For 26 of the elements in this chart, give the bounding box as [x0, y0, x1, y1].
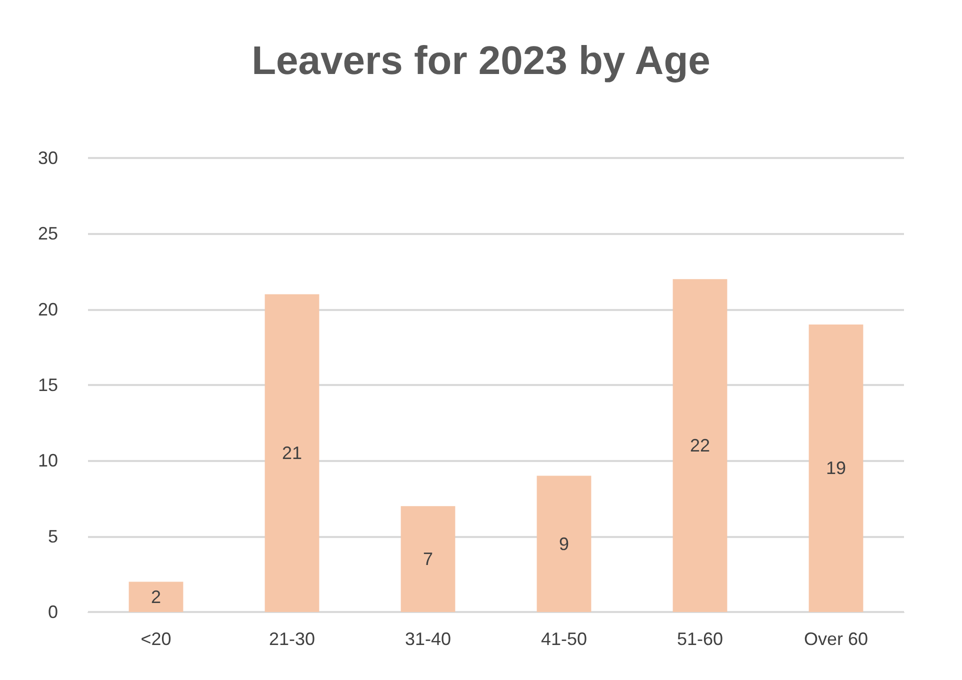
bar [808, 324, 864, 612]
bar [128, 582, 184, 612]
data-label: 9 [558, 534, 570, 554]
x-tick-label: <20 [140, 629, 172, 649]
x-tick-label: 31-40 [404, 629, 452, 649]
y-tick-label: 10 [38, 450, 58, 471]
y-tick-label: 30 [38, 148, 58, 168]
bar [672, 279, 728, 612]
y-tick-label: 20 [38, 299, 58, 320]
data-label: 22 [690, 436, 710, 456]
bar [264, 294, 320, 612]
chart-title: Leavers for 2023 by Age [252, 39, 710, 83]
y-tick-label: 15 [38, 375, 58, 395]
x-tick-label: 51-60 [676, 629, 724, 649]
bar [400, 506, 456, 612]
y-tick-label: 0 [48, 602, 58, 622]
data-label: 19 [826, 458, 846, 478]
data-label: 7 [422, 549, 434, 570]
x-tick-label: 21-30 [268, 629, 316, 649]
x-tick-label: Over 60 [804, 629, 868, 649]
data-label: 2 [150, 586, 162, 607]
data-label: 21 [282, 443, 302, 464]
y-tick-label: 25 [38, 224, 58, 244]
x-tick-label: 41-50 [540, 629, 588, 649]
bar [536, 476, 592, 612]
y-tick-label: 5 [48, 526, 58, 546]
